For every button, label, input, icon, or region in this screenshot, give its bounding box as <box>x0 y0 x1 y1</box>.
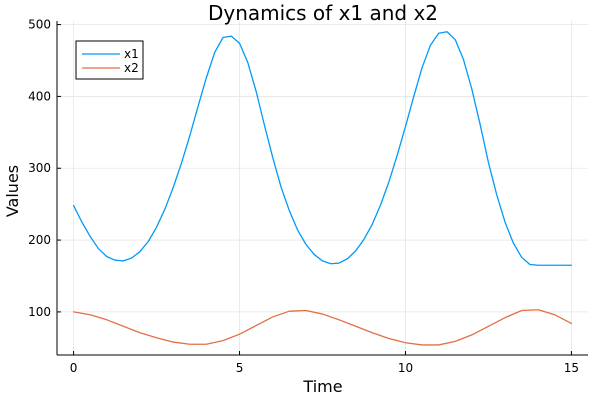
series-layer <box>72 31 573 346</box>
legend-label-x1: x1 <box>124 47 139 61</box>
y-tick-label: 100 <box>28 305 51 319</box>
series-line-x2 <box>72 309 573 346</box>
y-axis-title: Values <box>3 165 22 217</box>
x-tick-label: 15 <box>564 361 579 375</box>
series-line-x1 <box>72 31 573 266</box>
legend: x1 x2 <box>75 40 144 80</box>
y-tick-label: 300 <box>28 161 51 175</box>
chart-title: Dynamics of x1 and x2 <box>208 1 438 25</box>
x-tick-label: 5 <box>236 361 244 375</box>
x-axis-title: Time <box>302 377 342 396</box>
legend-box <box>75 40 144 80</box>
y-tick-label: 200 <box>28 233 51 247</box>
y-tick-label: 500 <box>28 18 51 32</box>
x-tick-label: 0 <box>70 361 78 375</box>
x-tick-label: 10 <box>398 361 413 375</box>
legend-label-x2: x2 <box>124 61 139 75</box>
grid-layer <box>57 21 588 355</box>
y-tick-label: 400 <box>28 89 51 103</box>
tick-layer: 0 5 10 15 100 200 300 400 500 <box>28 18 579 375</box>
axis-layer <box>56 21 588 356</box>
